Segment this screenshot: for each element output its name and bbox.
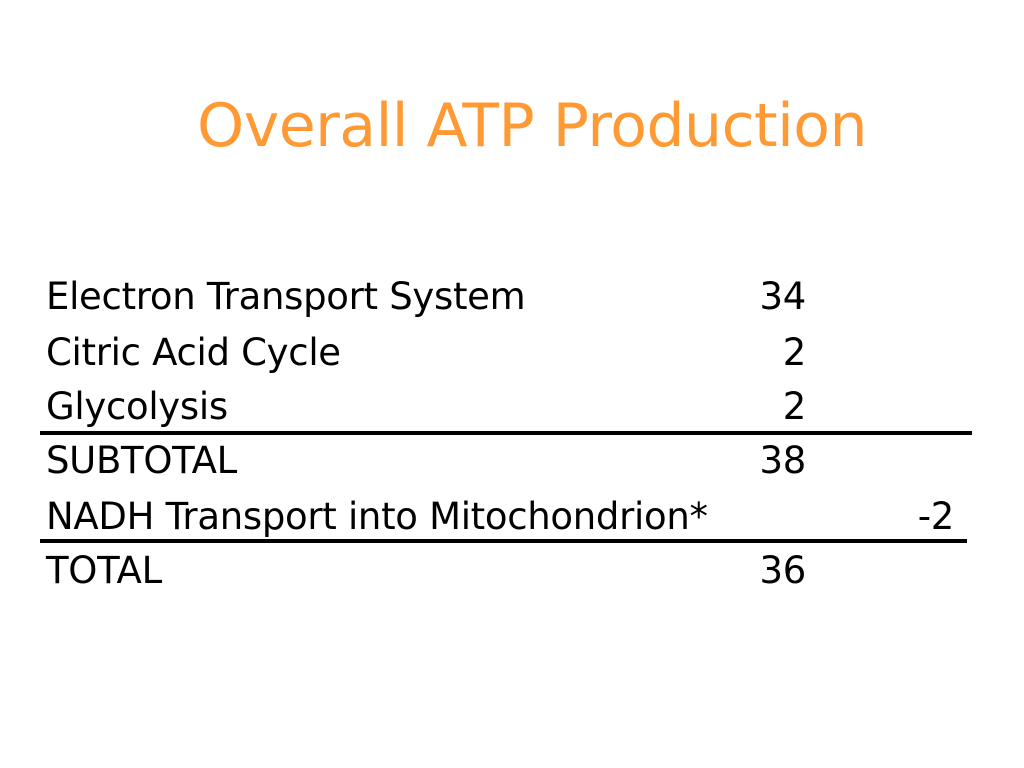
row-value: 34 — [759, 275, 807, 318]
total-divider — [40, 539, 967, 543]
slide-title: Overall ATP Production — [196, 91, 868, 161]
row-label: Citric Acid Cycle — [46, 331, 341, 374]
row-value: 36 — [759, 549, 807, 592]
subtotal-divider — [40, 431, 972, 435]
row-value: 2 — [782, 385, 807, 428]
row-label: TOTAL — [46, 549, 162, 592]
row-value: 2 — [782, 331, 807, 374]
row-label: Glycolysis — [46, 385, 228, 428]
row-label: NADH Transport into Mitochondrion* — [46, 495, 708, 538]
row-value: -2 — [917, 495, 955, 538]
row-label: SUBTOTAL — [46, 439, 237, 482]
row-value: 38 — [759, 439, 807, 482]
row-label: Electron Transport System — [46, 275, 526, 318]
